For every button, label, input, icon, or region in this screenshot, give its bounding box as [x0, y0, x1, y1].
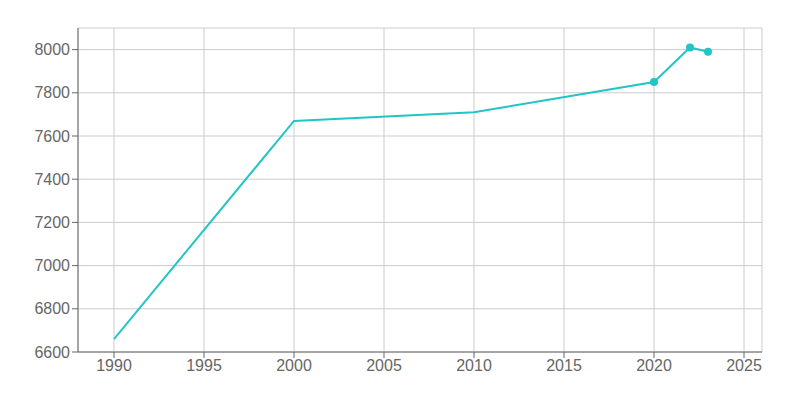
svg-text:2020: 2020: [636, 357, 672, 374]
svg-text:1990: 1990: [96, 357, 132, 374]
svg-text:6800: 6800: [34, 300, 70, 317]
svg-text:7000: 7000: [34, 257, 70, 274]
svg-text:2015: 2015: [546, 357, 582, 374]
svg-text:2000: 2000: [276, 357, 312, 374]
svg-text:7400: 7400: [34, 171, 70, 188]
svg-text:2010: 2010: [456, 357, 492, 374]
svg-text:2005: 2005: [366, 357, 402, 374]
svg-text:2025: 2025: [726, 357, 762, 374]
svg-text:7800: 7800: [34, 84, 70, 101]
svg-text:1995: 1995: [186, 357, 222, 374]
svg-text:7200: 7200: [34, 214, 70, 231]
svg-text:7600: 7600: [34, 128, 70, 145]
svg-text:6600: 6600: [34, 344, 70, 361]
svg-text:8000: 8000: [34, 41, 70, 58]
